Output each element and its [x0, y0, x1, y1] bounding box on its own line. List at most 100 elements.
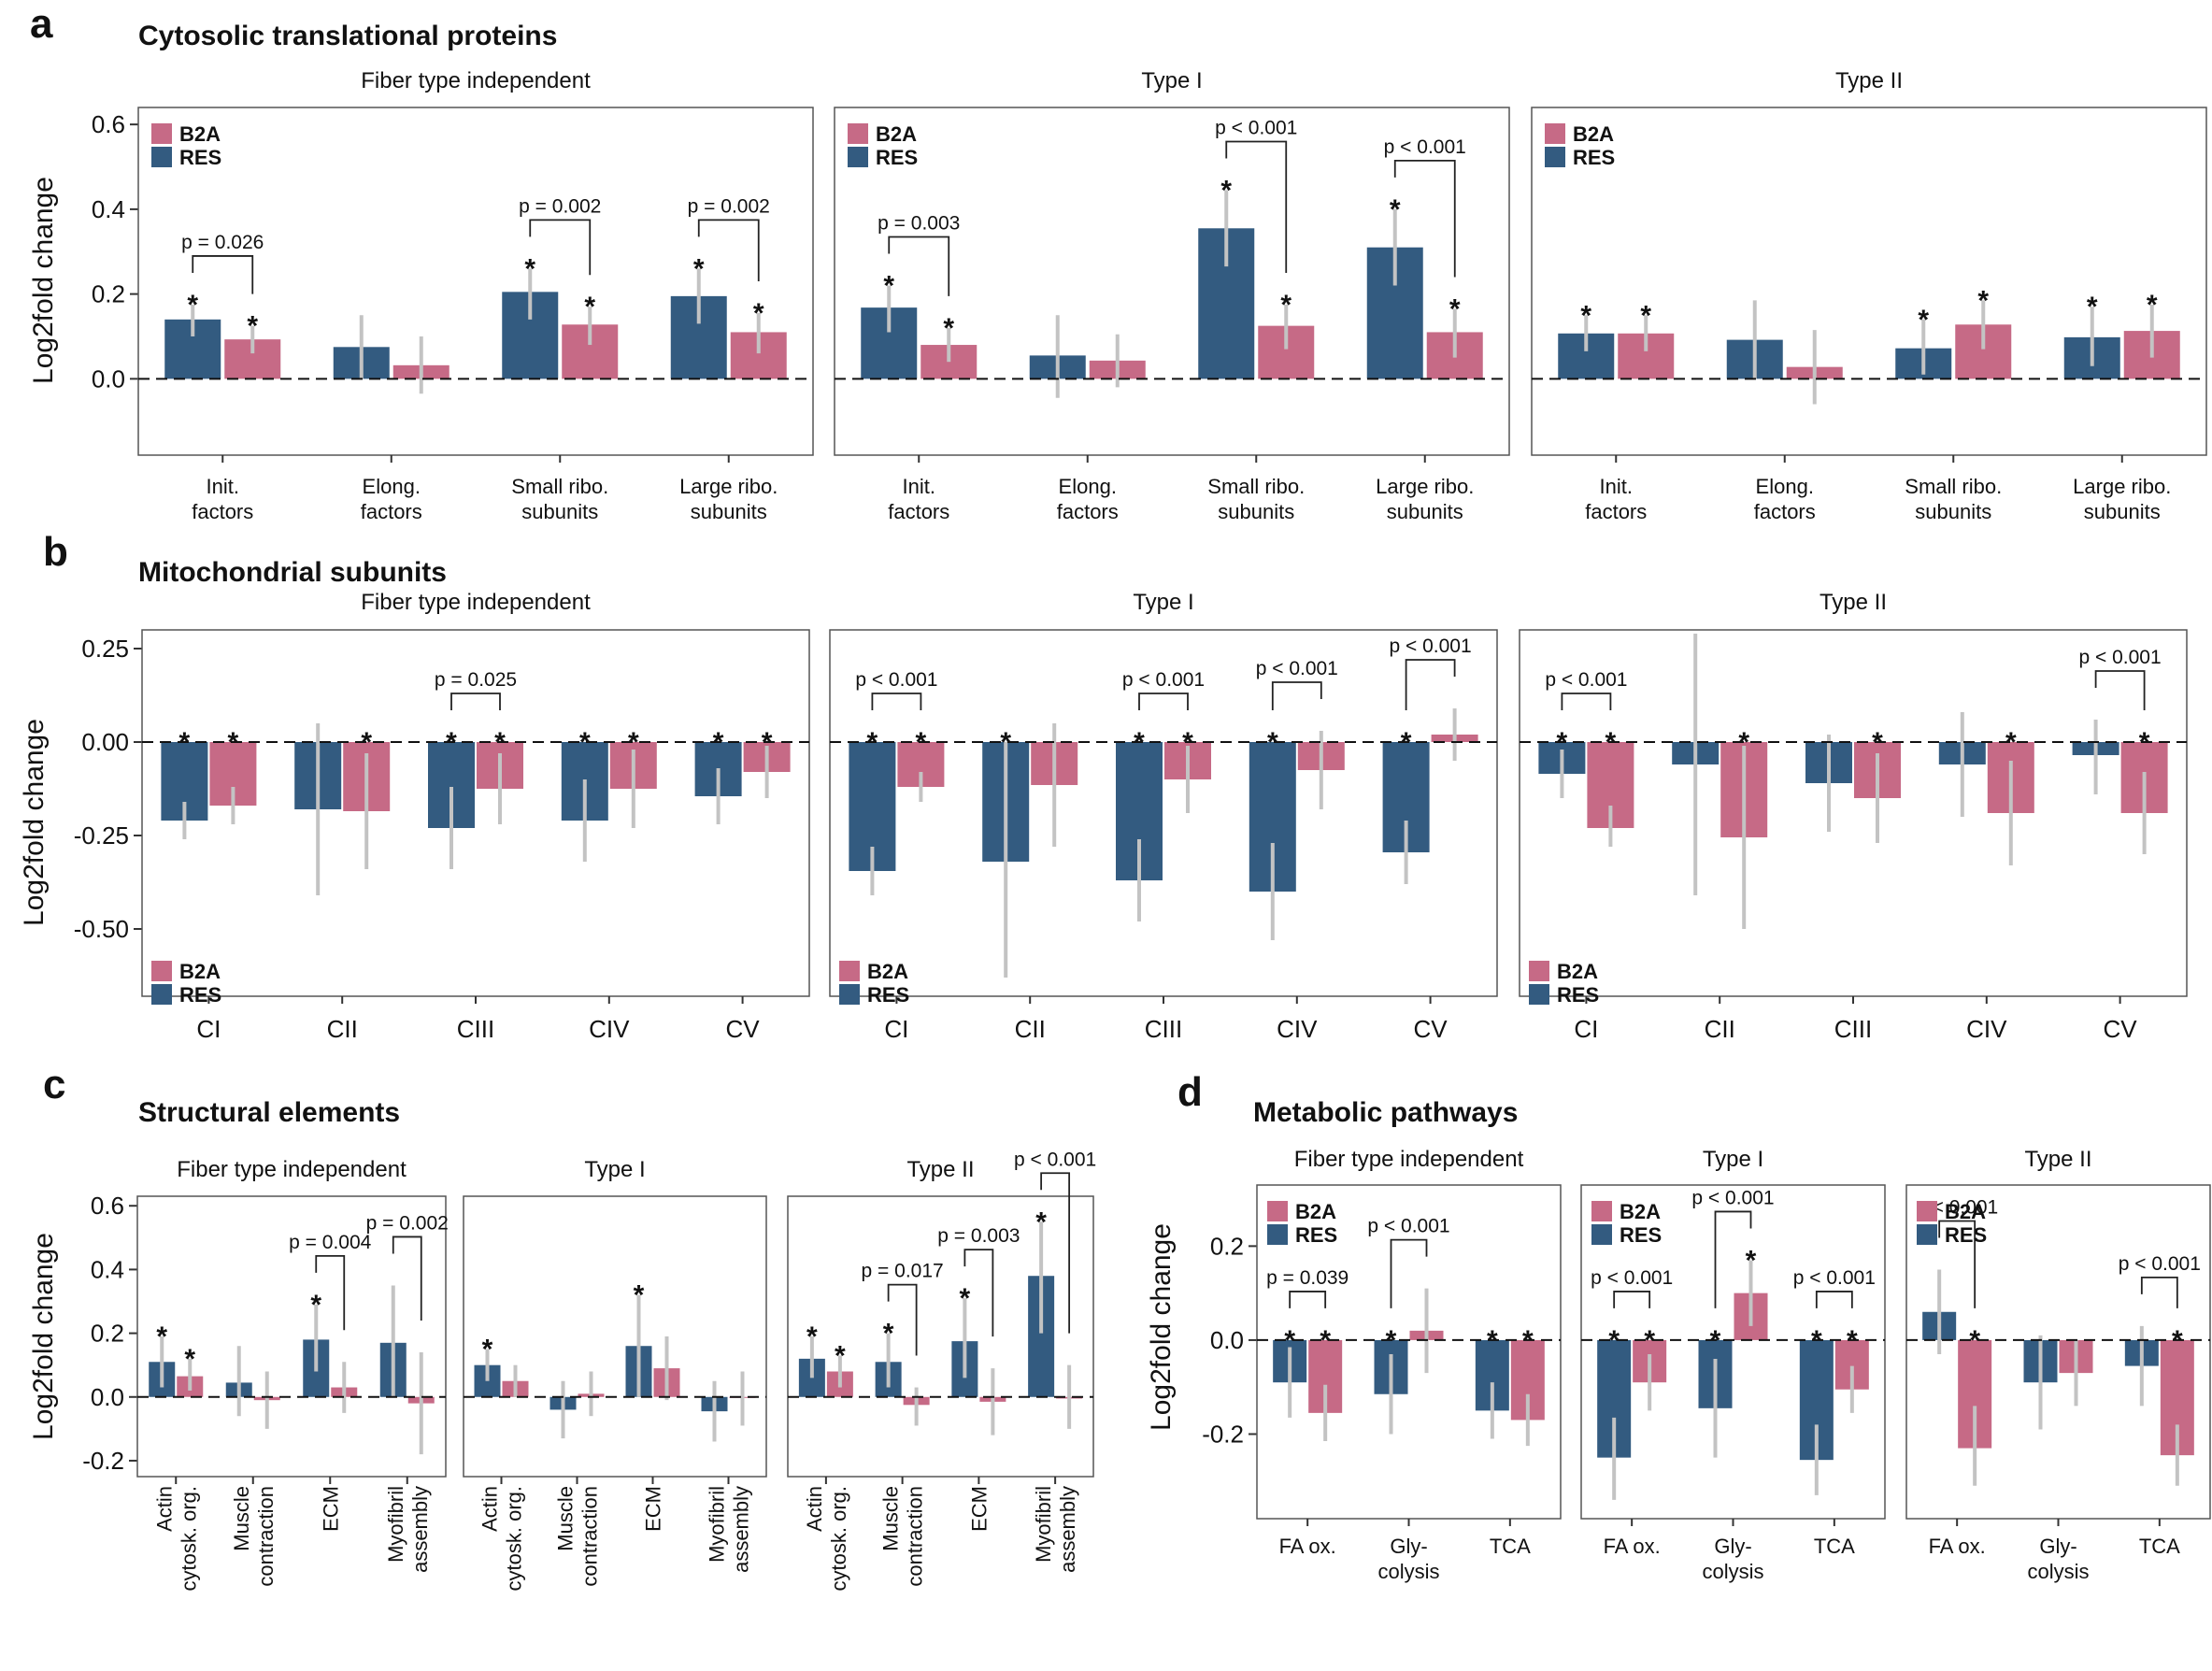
- category-label: CIII: [1145, 1015, 1182, 1043]
- category-label: Init.: [903, 475, 935, 498]
- legend-swatch-b2a: [151, 123, 172, 144]
- facet-title: Type II: [1835, 68, 1903, 93]
- category-label: colysis: [1377, 1560, 1439, 1583]
- legend-label-res: RES: [1620, 1223, 1662, 1247]
- p-value-label: p < 0.001: [1014, 1149, 1096, 1170]
- category-label: Actin: [152, 1486, 176, 1532]
- p-value-label: p = 0.004: [289, 1232, 371, 1253]
- category-label: subunits: [2084, 500, 2161, 523]
- significance-star: *: [960, 1283, 971, 1314]
- section-title: Metabolic pathways: [1253, 1097, 1518, 1128]
- significance-star: *: [187, 290, 198, 321]
- legend-label-b2a: B2A: [1573, 122, 1614, 146]
- p-value-label: p = 0.003: [878, 213, 960, 235]
- panel-letter: d: [1177, 1069, 1203, 1115]
- p-value-label: p < 0.001: [1384, 136, 1466, 158]
- y-tick-label: 0.2: [92, 280, 125, 308]
- p-value-bracket: [1390, 1238, 1428, 1308]
- significance-star: *: [1640, 300, 1651, 331]
- legend-label-b2a: B2A: [867, 960, 908, 983]
- p-value-label: p = 0.003: [937, 1225, 1020, 1247]
- p-value-bracket: [315, 1255, 346, 1331]
- p-value-label: p < 0.001: [2119, 1253, 2201, 1275]
- category-label: factors: [192, 500, 253, 523]
- category-label: Small ribo.: [511, 475, 608, 498]
- category-label: colysis: [1702, 1560, 1763, 1583]
- p-value-label: p = 0.002: [519, 195, 601, 217]
- significance-star: *: [1746, 1245, 1757, 1276]
- p-value-bracket: [1271, 681, 1322, 710]
- category-label: CII: [327, 1015, 358, 1043]
- significance-star: *: [1320, 1325, 1331, 1356]
- category-label: Elong.: [1756, 475, 1814, 498]
- category-label: factors: [1057, 500, 1119, 523]
- p-value-bracket: [192, 255, 254, 294]
- significance-star: *: [1580, 300, 1591, 331]
- category-label: cytosk. org.: [177, 1486, 200, 1591]
- p-value-label: p < 0.001: [1591, 1267, 1673, 1289]
- p-value-bracket: [1289, 1291, 1327, 1308]
- p-value-bracket: [888, 236, 950, 296]
- significance-star: *: [156, 1321, 167, 1352]
- significance-star: *: [628, 727, 639, 758]
- y-axis-label: Log2fold change: [28, 1233, 59, 1440]
- facet-a-2: Type I**Init.factorsElong.factors**Small…: [834, 68, 1510, 523]
- category-label: assembly: [1056, 1486, 1079, 1573]
- significance-star: *: [1035, 1207, 1047, 1237]
- category-label: Gly-: [2039, 1535, 2076, 1558]
- y-tick-label: 0.6: [91, 1192, 124, 1220]
- significance-star: *: [1267, 727, 1278, 758]
- significance-star: *: [693, 253, 705, 284]
- legend-swatch-b2a: [1545, 123, 1565, 144]
- significance-star: *: [1449, 293, 1461, 324]
- category-label: CV: [1414, 1015, 1449, 1043]
- p-value-label: p < 0.001: [2079, 647, 2162, 668]
- p-value-label: p = 0.002: [688, 195, 770, 217]
- section-title: Cytosolic translational proteins: [138, 21, 557, 51]
- category-label: CI: [884, 1015, 908, 1043]
- legend-swatch-res: [1917, 1224, 1937, 1245]
- category-label: Gly-: [1390, 1535, 1427, 1558]
- p-value-bracket: [1613, 1291, 1651, 1308]
- category-label: Actin: [803, 1486, 826, 1532]
- significance-star: *: [524, 253, 535, 284]
- legend-label-res: RES: [1557, 983, 1599, 1007]
- category-label: subunits: [691, 500, 767, 523]
- y-tick-label: 0.25: [81, 635, 129, 663]
- category-label: Small ribo.: [1207, 475, 1305, 498]
- significance-star: *: [1220, 175, 1232, 206]
- category-label: assembly: [408, 1486, 432, 1573]
- p-value-bracket: [887, 1283, 918, 1356]
- legend-label-res: RES: [867, 983, 909, 1007]
- legend-swatch-res: [1545, 147, 1565, 167]
- facet-b-1: Fiber type independent**CI*CII**CIII**CI…: [141, 590, 810, 1043]
- category-label: FA ox.: [1604, 1535, 1661, 1558]
- significance-star: *: [2005, 727, 2017, 758]
- p-value-label: p < 0.001: [855, 669, 937, 691]
- facet-title: Fiber type independent: [361, 68, 591, 93]
- category-label: factors: [361, 500, 422, 523]
- p-value-bracket: [1225, 140, 1288, 273]
- panel-letter: b: [43, 529, 68, 575]
- significance-star: *: [2087, 292, 2098, 322]
- significance-star: *: [835, 1340, 846, 1371]
- p-value-label: p = 0.025: [435, 669, 517, 691]
- facet-c-2: Type I * Actin cytosk. org. Muscle contractio…: [463, 1157, 767, 1591]
- legend-label-res: RES: [876, 146, 918, 169]
- category-label: CI: [1574, 1015, 1598, 1043]
- section-title: Mitochondrial subunits: [138, 557, 447, 588]
- p-value-bracket: [2094, 670, 2146, 710]
- category-label: Myofibril: [384, 1486, 407, 1563]
- significance-star: *: [1390, 194, 1401, 225]
- category-label: Large ribo.: [679, 475, 778, 498]
- y-tick-label: 0.4: [92, 195, 125, 223]
- significance-star: *: [584, 292, 595, 322]
- facet-frame: [834, 107, 1510, 456]
- category-label: Gly-: [1714, 1535, 1751, 1558]
- legend-label-b2a: B2A: [1557, 960, 1598, 983]
- facet-title: Type I: [1133, 590, 1193, 615]
- section-title: Structural elements: [138, 1097, 400, 1128]
- legend-swatch-res: [848, 147, 868, 167]
- y-axis-label: Log2fold change: [1146, 1223, 1177, 1431]
